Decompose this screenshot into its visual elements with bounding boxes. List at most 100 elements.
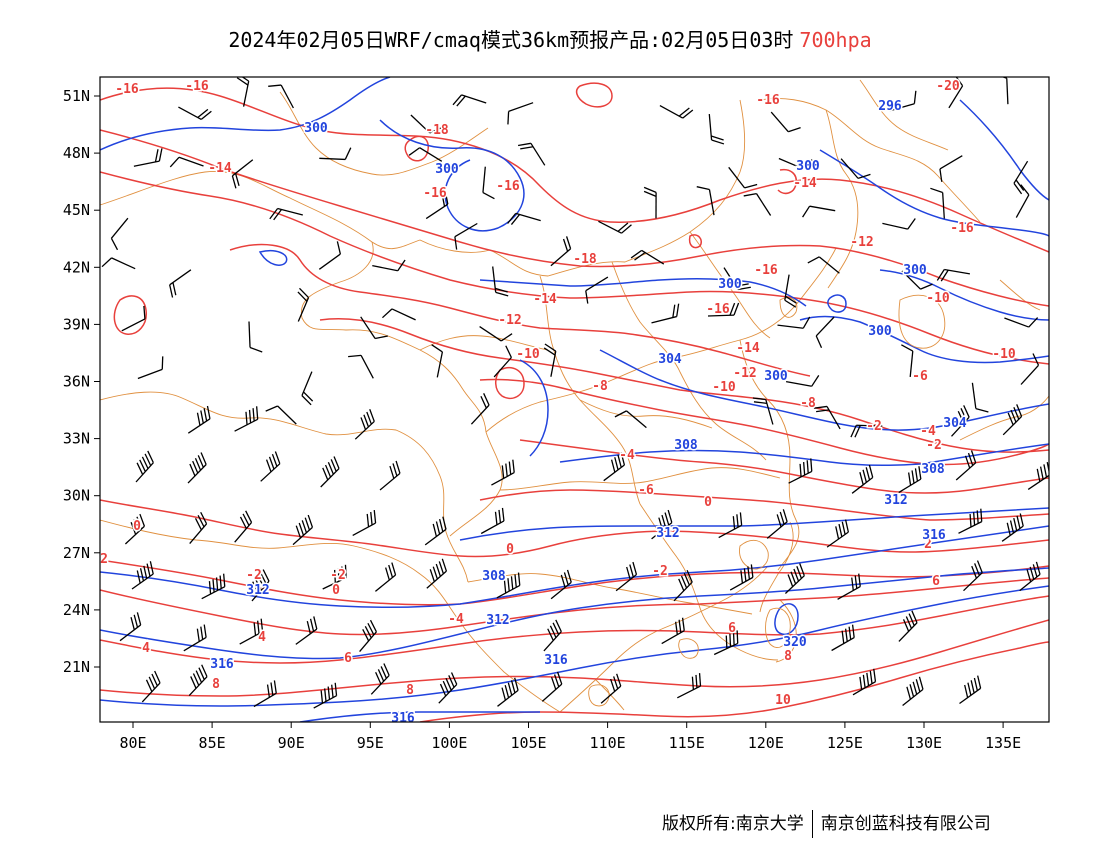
wind-barb-icon [661, 617, 685, 645]
height-label: 300 [304, 121, 328, 136]
wind-barb-icon [778, 157, 813, 170]
temperature-label: 8 [406, 683, 414, 698]
temperature-label: -4 [920, 424, 936, 439]
wind-barbs [101, 77, 1049, 709]
wind-barb-icon [187, 405, 211, 434]
temperature-label: -16 [423, 186, 447, 201]
temperature-label: -18 [425, 123, 449, 138]
wind-barb-icon [959, 675, 982, 705]
temperature-label: -12 [733, 366, 756, 381]
temperature-label: 8 [212, 677, 220, 692]
wind-barb-icon [253, 680, 277, 708]
wind-barb-icon [1020, 353, 1040, 385]
wind-barb-icon [543, 619, 562, 652]
wind-barb-icon [802, 205, 836, 218]
wind-barb-icon [183, 624, 207, 652]
wind-barb-icon [852, 668, 877, 696]
wind-barb-icon [696, 186, 715, 216]
temperature-label: -6 [638, 483, 654, 498]
temperature-label: 2 [100, 552, 108, 567]
lon-tick-label: 80E [119, 734, 146, 752]
temperature-label: 0 [704, 495, 712, 510]
wind-barb-icon [319, 147, 352, 161]
height-contours [100, 77, 1049, 722]
temperature-label: -16 [754, 263, 778, 278]
temperature-label: -12 [850, 235, 873, 250]
wind-barb-icon [438, 672, 458, 704]
height-label: 296 [878, 99, 902, 114]
height-label: 300 [718, 277, 742, 292]
wind-barb-icon [770, 111, 801, 133]
temperature-labels: -16 -16-16-20-18-14-16 -16 -14-16-12-18-16-… [100, 78, 1017, 710]
wind-barb-icon [541, 671, 563, 702]
wind-barb-icon [814, 405, 841, 430]
wind-barb-icon [630, 249, 665, 265]
wind-barb-icon [352, 510, 377, 536]
height-label: 316 [391, 711, 415, 726]
height-label: 316 [544, 653, 568, 668]
lon-tick-label: 130E [906, 734, 942, 752]
copyright-text: 版权所有:南京大学 [662, 814, 804, 834]
lon-tick-label: 90E [278, 734, 305, 752]
temperature-label: -6 [912, 369, 928, 384]
wind-barb-icon [201, 573, 226, 600]
wind-barb-icon [268, 84, 294, 109]
wind-barb-icon [752, 397, 774, 425]
temperature-label: -14 [793, 176, 817, 191]
wind-barb-icon [729, 564, 754, 591]
wind-barb-icon [234, 510, 253, 543]
wind-barb-icon [360, 316, 388, 340]
lat-tick-label: 36N [63, 373, 90, 391]
wind-barb-icon [615, 561, 638, 592]
height-label: 312 [884, 493, 907, 508]
wind-barb-icon [101, 257, 136, 270]
wind-barb-icon [936, 268, 971, 282]
wind-barb-icon [673, 570, 693, 602]
wind-barb-icon [482, 166, 495, 200]
temperature-label: 6 [932, 574, 940, 589]
temperature-label: 4 [142, 641, 150, 656]
lat-tick-label: 27N [63, 544, 90, 562]
wind-barb-icon [898, 466, 922, 494]
wind-barb-icon [410, 114, 442, 134]
wind-barb-icon [133, 148, 163, 167]
wind-barb-icon [496, 572, 521, 599]
wind-barb-icon [902, 676, 924, 707]
wind-barb-icon [882, 218, 916, 230]
temperature-label: -16 [950, 221, 974, 236]
wind-barb-icon [807, 256, 840, 274]
title-level: 700hpa [799, 28, 872, 52]
wind-barb-icon [497, 677, 519, 707]
wind-barb-icon [381, 308, 416, 321]
height-label: 316 [922, 528, 946, 543]
temperature-label: -2 [652, 564, 668, 579]
lon-tick-label: 95E [357, 734, 384, 752]
wind-barb-icon [788, 458, 813, 484]
wind-barb-icon [295, 616, 318, 645]
wind-barb-icon [187, 452, 207, 484]
lat-tick-label: 39N [63, 315, 90, 333]
longitude-axis: 80E 85E 90E 95E 100E 105E 110E 115E 120E 125E 130E… [119, 722, 1021, 752]
title-main: 2024年02月05日WRF/cmaq模式36km预报产品:02月05日03时 [228, 28, 794, 52]
lon-tick-label: 120E [748, 734, 784, 752]
wind-barb-icon [479, 326, 513, 342]
wind-barb-icon [543, 343, 557, 377]
wind-barb-icon [297, 287, 310, 322]
temperature-label: -2 [330, 568, 346, 583]
wind-barb-icon [322, 564, 347, 590]
wind-barb-icon [901, 344, 914, 377]
height-label: 312 [246, 583, 269, 598]
lat-tick-label: 33N [63, 430, 90, 448]
wind-barb-icon [292, 514, 314, 546]
wind-barb-icon [889, 90, 917, 112]
wind-barb-icon [723, 267, 751, 291]
height-label: 320 [783, 635, 807, 650]
wind-barb-icon [424, 516, 447, 546]
lat-tick-label: 45N [63, 201, 90, 219]
temperature-label: 0 [133, 519, 141, 534]
wind-barb-icon [318, 241, 341, 270]
wind-barb-icon [141, 670, 161, 703]
height-labels: 300 300 300 296 300 300 300 304 300 304 308 308 312 3… [209, 98, 969, 726]
wind-barb-icon [492, 266, 509, 297]
